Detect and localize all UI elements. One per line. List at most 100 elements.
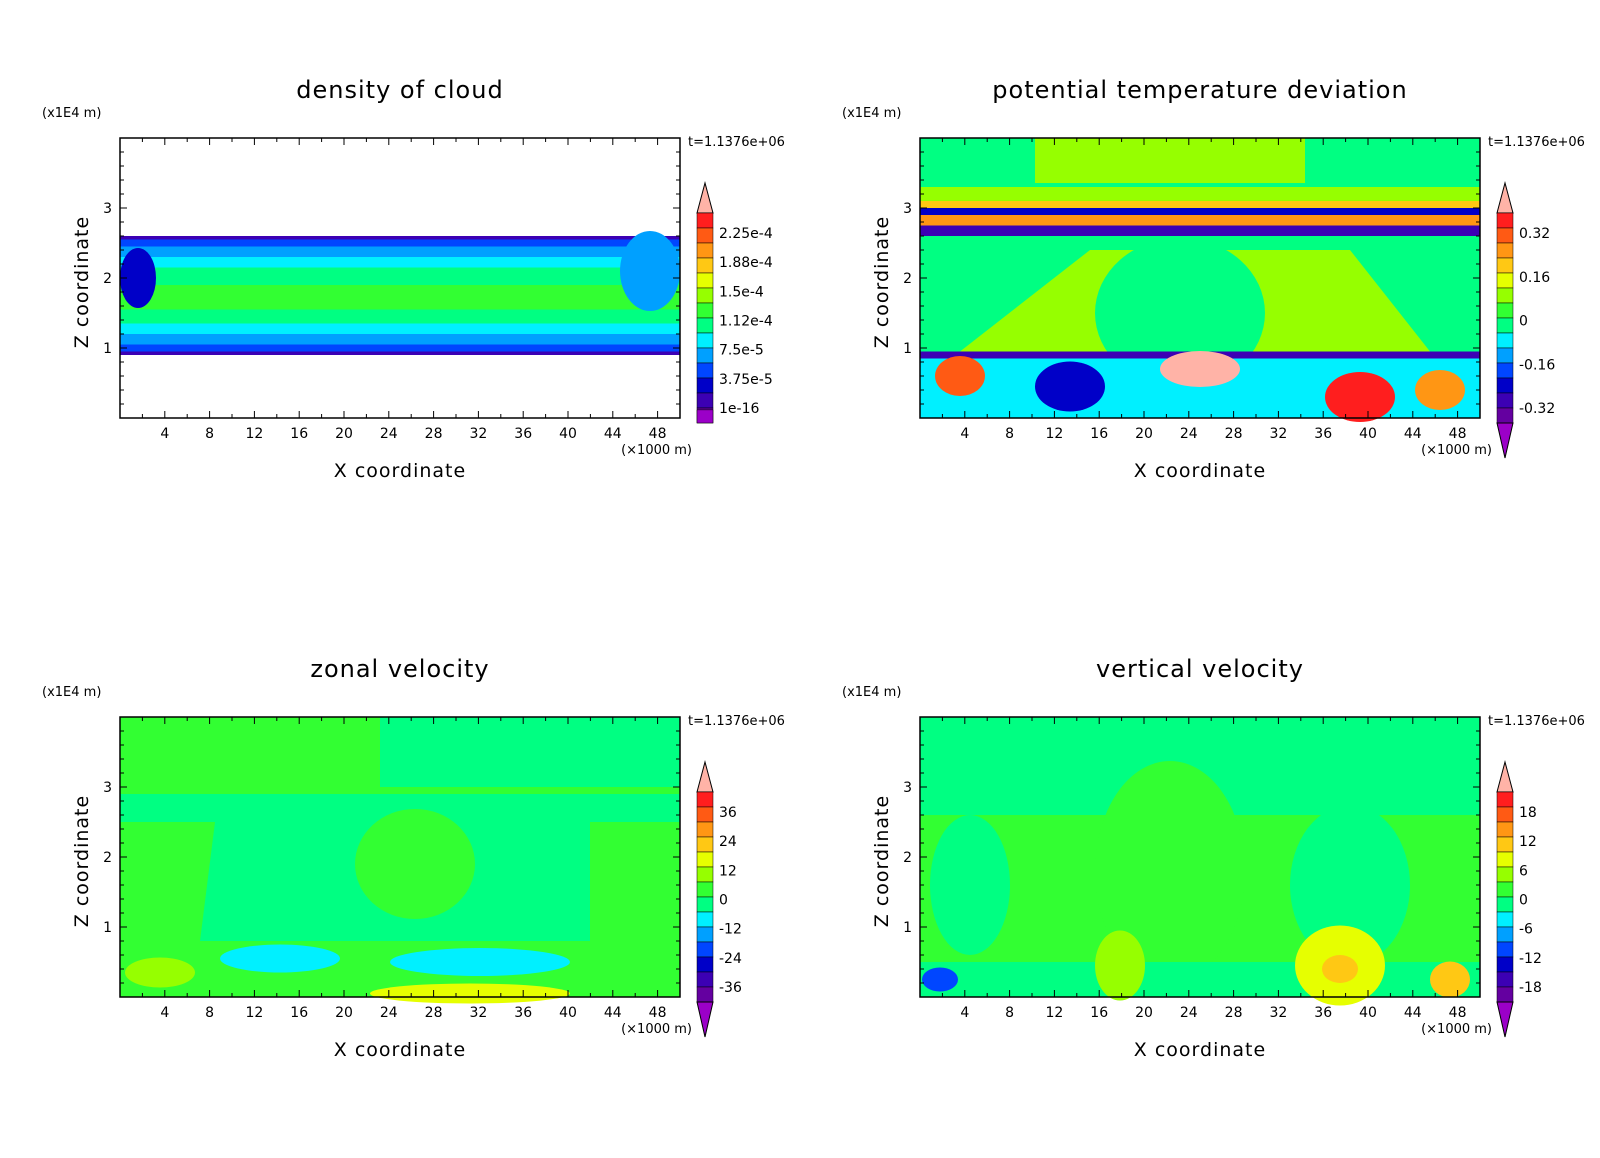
x-ticks: 4 8 12 16 20 24 28 32 36 40 44 48	[941, 717, 1467, 1021]
x-unit-label: (×1000 m)	[621, 1022, 692, 1037]
bl-warm-4	[1415, 370, 1465, 410]
time-label: t=1.1376e+06	[1488, 714, 1585, 729]
x-tick-label: 32	[469, 426, 487, 442]
mid-updraft-center	[1095, 761, 1245, 981]
y-tick-label: 2	[103, 271, 112, 287]
colorbar-label: 24	[719, 834, 737, 850]
colorbar-segment	[696, 317, 714, 334]
colorbar-label: -24	[719, 951, 742, 967]
colorbar-label: -0.32	[1519, 401, 1555, 417]
colorbar-segment	[696, 347, 714, 364]
tropopause-band-3	[920, 208, 1480, 215]
x-tick-label: 40	[559, 1005, 577, 1021]
colorbar-segment	[696, 911, 714, 928]
y-axis-label: Z coordinate	[71, 216, 93, 348]
y-axis-label: Z coordinate	[871, 795, 893, 927]
colorbar-segment	[696, 257, 714, 274]
colorbar-segment	[696, 212, 714, 229]
colorbar-segment	[696, 227, 714, 244]
y-tick-label: 3	[103, 201, 112, 217]
panel-vertical-velocity: vertical velocity (x1E4 m) t=1.1376e+06 …	[800, 579, 1600, 1158]
colorbar-segment	[696, 821, 714, 838]
colorbar-max-arrow	[696, 760, 714, 793]
colorbar-segment	[1496, 332, 1514, 349]
mid-updraft-right	[1290, 805, 1410, 965]
colorbar-segment	[1496, 287, 1514, 304]
colorbar-label: 1.88e-4	[719, 255, 773, 271]
panel-svg: vertical velocity (x1E4 m) t=1.1376e+06 …	[842, 655, 1585, 1061]
colorbar-segment	[1496, 821, 1514, 838]
colorbar-segment	[696, 791, 714, 808]
x-tick-label: 24	[1180, 1005, 1198, 1021]
x-tick-label: 28	[1225, 426, 1243, 442]
plot-area	[120, 717, 680, 1004]
x-tick-label: 8	[205, 426, 214, 442]
y-tick-label: 2	[103, 850, 112, 866]
colorbar-label: -36	[719, 980, 742, 996]
colorbar-label: -18	[1519, 980, 1542, 996]
low-warm-1	[125, 957, 195, 988]
colorbar-segment	[1496, 806, 1514, 823]
y-tick-label: 1	[103, 341, 112, 357]
x-unit-label: (×1000 m)	[1421, 1022, 1492, 1037]
panel-potential-temperature-deviation: potential temperature deviation (x1E4 m)…	[800, 0, 1600, 579]
colorbar-segment	[696, 926, 714, 943]
x-tick-label: 16	[1090, 1005, 1108, 1021]
x-tick-label: 20	[1135, 426, 1153, 442]
colorbar-segment	[696, 242, 714, 259]
chart-title: potential temperature deviation	[992, 76, 1407, 104]
colorbar-segment	[696, 806, 714, 823]
x-tick-label: 12	[1045, 1005, 1063, 1021]
x-tick-label: 32	[469, 1005, 487, 1021]
colorbar-segment	[696, 392, 714, 409]
x-tick-label: 8	[1005, 1005, 1014, 1021]
colorbar-segment	[696, 956, 714, 973]
x-tick-label: 36	[514, 426, 532, 442]
colorbar-segment	[1496, 836, 1514, 853]
y-tick-label: 3	[103, 780, 112, 796]
colorbar-segment	[1496, 986, 1514, 1003]
y-ticks: 1 2 3	[903, 151, 1480, 405]
cloud-eddy-right	[620, 231, 680, 311]
x-tick-label: 16	[1090, 426, 1108, 442]
colorbar-segment	[1496, 956, 1514, 973]
colorbar-label: 0.32	[1519, 226, 1550, 242]
x-ticks: 4 8 12 16 20 24 28 32 36 40 44 48	[141, 717, 667, 1021]
x-tick-label: 24	[1180, 426, 1198, 442]
y-unit-label: (x1E4 m)	[42, 685, 101, 700]
colorbar-segment	[1496, 866, 1514, 883]
colorbar-max-arrow	[696, 181, 714, 214]
x-tick-label: 12	[245, 1005, 263, 1021]
x-tick-label: 24	[380, 426, 398, 442]
x-ticks: 4 8 12 16 20 24 28 32 36 40 44 48	[141, 138, 667, 442]
x-tick-label: 36	[1314, 1005, 1332, 1021]
upper-jet-patch	[380, 717, 680, 787]
y-ticks: 1 2 3	[903, 730, 1480, 984]
x-tick-label: 28	[425, 426, 443, 442]
colorbar-min-arrow	[1496, 1001, 1514, 1038]
x-tick-label: 48	[649, 1005, 667, 1021]
bl-warm-1	[935, 356, 985, 396]
x-tick-label: 16	[290, 426, 308, 442]
colorbar-label: 12	[719, 863, 737, 879]
colorbar-segment	[696, 986, 714, 1003]
x-tick-label: 40	[1359, 1005, 1377, 1021]
x-tick-label: 36	[1314, 426, 1332, 442]
tropopause-band-5	[920, 225, 1480, 236]
surface-warm	[370, 983, 570, 1004]
lower-region	[920, 962, 1480, 997]
colorbar-label: -12	[1519, 951, 1542, 967]
colorbar-segment	[696, 971, 714, 988]
colorbar-segment	[1496, 971, 1514, 988]
panel-svg: density of cloud (x1E4 m) t=1.1376e+06 4…	[42, 76, 785, 482]
colorbar-label: 0	[1519, 314, 1528, 330]
mid-updraft-left	[930, 815, 1010, 955]
y-ticks: 1 2 3	[103, 730, 680, 984]
colorbar-segment	[1496, 941, 1514, 958]
plot-area	[920, 717, 1480, 1006]
colorbar-segment	[696, 866, 714, 883]
colorbar-segment	[1496, 791, 1514, 808]
colorbar-segment	[1496, 212, 1514, 229]
y-tick-label: 1	[903, 341, 912, 357]
x-tick-label: 8	[205, 1005, 214, 1021]
